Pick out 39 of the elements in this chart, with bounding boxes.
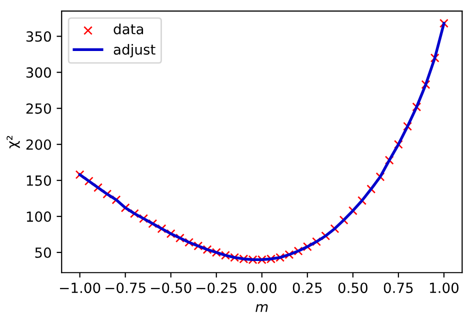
x-tick-label: 1.00	[430, 282, 458, 294]
point	[175, 234, 184, 243]
y-axis-title: χ²	[6, 136, 20, 148]
line-series	[78, 22, 446, 262]
y-tick-label: 200	[26, 139, 51, 150]
x-tick-label: 0.50	[338, 282, 368, 294]
point	[384, 156, 394, 165]
y-tick-label: 300	[26, 67, 51, 78]
point	[294, 246, 303, 256]
point	[394, 140, 403, 149]
x-tick-label: −1.00	[60, 282, 100, 294]
y-tick-label: 50	[35, 247, 51, 258]
point	[421, 80, 430, 90]
legend-label: data	[114, 24, 144, 34]
x-tick-label: 0.00	[247, 282, 276, 294]
point	[184, 238, 194, 247]
x-tick-label: −0.50	[151, 282, 192, 294]
y-tick-label: 350	[26, 31, 51, 42]
point	[312, 237, 321, 246]
point	[430, 53, 440, 62]
x-tick-label: −0.25	[196, 282, 236, 294]
point	[302, 242, 312, 252]
point	[157, 224, 166, 234]
point	[166, 229, 176, 238]
y-tick-label: 150	[26, 175, 51, 186]
point	[130, 209, 139, 218]
point	[139, 214, 148, 224]
point	[403, 122, 412, 131]
legend-label: adjust	[114, 44, 156, 58]
point	[148, 219, 158, 228]
x-tick-label: −0.75	[106, 282, 146, 294]
x-tick-label: 0.25	[292, 282, 322, 294]
y-tick-label: 100	[26, 211, 51, 222]
x-tick-label: 0.75	[384, 282, 413, 294]
point	[194, 241, 203, 250]
point	[412, 102, 422, 112]
point	[439, 18, 448, 28]
y-tick-label: 250	[26, 103, 51, 114]
x-axis-title: m	[256, 304, 268, 312]
